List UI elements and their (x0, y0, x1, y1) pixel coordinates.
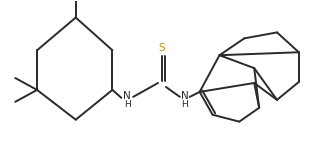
Text: H: H (181, 100, 188, 109)
Text: S: S (159, 43, 165, 53)
Text: N: N (181, 91, 189, 101)
Text: H: H (124, 100, 131, 109)
Text: N: N (123, 91, 131, 101)
